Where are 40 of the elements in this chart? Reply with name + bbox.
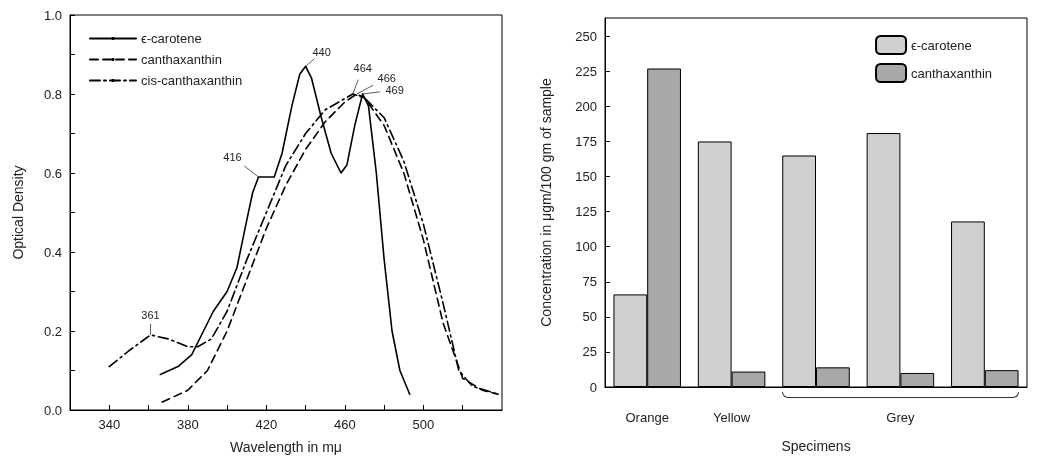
annotation: 440 bbox=[312, 46, 331, 59]
y-tick-label: 0.8 bbox=[43, 86, 62, 102]
y-tick-label: 0.4 bbox=[43, 244, 62, 260]
legend-label: cis-canthaxanthin bbox=[141, 73, 243, 88]
x-tick-label: 380 bbox=[176, 417, 199, 432]
y-tick-label: 50 bbox=[582, 309, 597, 325]
y-tick-label: 200 bbox=[575, 98, 597, 114]
x-tick-label: Grey bbox=[886, 410, 915, 425]
annotation: 469 bbox=[385, 84, 404, 96]
legend-label: canthaxanthin bbox=[141, 52, 222, 67]
x-tick-label: 340 bbox=[98, 417, 121, 432]
y-axis-title: Concentration in μgm/100 gm of sample bbox=[538, 78, 554, 327]
y-tick-label: 25 bbox=[582, 344, 597, 360]
y-axis-title: Optical Density bbox=[10, 165, 26, 260]
y-tick-label: 250 bbox=[575, 28, 597, 44]
x-axis-title: Specimens bbox=[781, 438, 851, 454]
annotation: 466 bbox=[377, 72, 396, 84]
y-tick-label: 100 bbox=[575, 239, 597, 255]
y-tick-label: 0.0 bbox=[43, 402, 62, 418]
y-tick-label: 225 bbox=[575, 63, 597, 79]
legend-label: ϵ-carotene bbox=[141, 31, 202, 46]
annotation: 464 bbox=[353, 62, 372, 74]
x-tick-label: Yellow bbox=[713, 410, 751, 425]
x-axis-title: Wavelength in mμ bbox=[230, 439, 342, 455]
y-tick-label: 150 bbox=[575, 169, 597, 185]
legend-label: canthaxanthin bbox=[911, 65, 992, 81]
x-tick-label: 500 bbox=[412, 417, 435, 432]
x-tick-label: Orange bbox=[625, 410, 669, 425]
annotation: 361 bbox=[141, 308, 160, 321]
y-tick-label: 75 bbox=[582, 274, 597, 290]
y-tick-label: 0.6 bbox=[43, 165, 62, 181]
y-tick-label: 0.2 bbox=[43, 323, 62, 339]
x-tick-label: 460 bbox=[334, 417, 356, 432]
annotation: 416 bbox=[223, 150, 242, 163]
y-tick-label: 175 bbox=[575, 133, 597, 149]
y-tick-label: 0 bbox=[589, 379, 597, 395]
x-tick-label: 420 bbox=[255, 417, 278, 432]
y-tick-label: 125 bbox=[575, 204, 597, 220]
y-tick-label: 1.0 bbox=[43, 7, 62, 23]
legend-label: ϵ-carotene bbox=[911, 37, 972, 53]
